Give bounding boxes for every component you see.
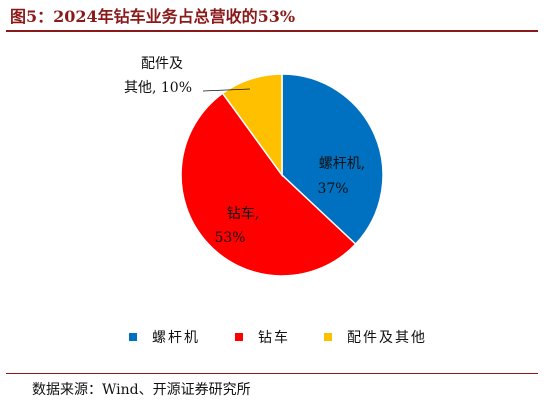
source-divider xyxy=(6,373,538,374)
pie-slice xyxy=(281,73,384,246)
slice-label-name: 配件及 xyxy=(141,56,183,72)
leader-line xyxy=(202,88,251,92)
legend-swatch xyxy=(129,333,137,341)
slice-label-value: 53% xyxy=(214,230,245,246)
pie-slice xyxy=(221,73,283,178)
slice-label-value: 37% xyxy=(317,181,348,197)
slice-label-name: 钻车, xyxy=(227,205,259,222)
title-divider xyxy=(6,30,538,32)
legend-label: 螺杆机 xyxy=(152,330,200,346)
pie-slice xyxy=(180,92,357,277)
legend-label: 钻车 xyxy=(258,329,290,346)
legend-swatch xyxy=(324,333,332,341)
legend-swatch xyxy=(235,333,243,341)
slice-label-value: 其他, 10% xyxy=(124,80,192,96)
figure-title: 图5：2024年钻车业务占总营收的53% xyxy=(10,7,296,26)
pie-chart: 螺杆机, 37% 钻车, 53% 配件及 其他, 10% 螺杆机 钻车 配件及其… xyxy=(124,56,427,346)
source-note: 数据来源：Wind、开源证券研究所 xyxy=(32,382,251,398)
slice-label-name: 螺杆机, xyxy=(319,156,365,172)
legend-label: 配件及其他 xyxy=(347,330,427,346)
